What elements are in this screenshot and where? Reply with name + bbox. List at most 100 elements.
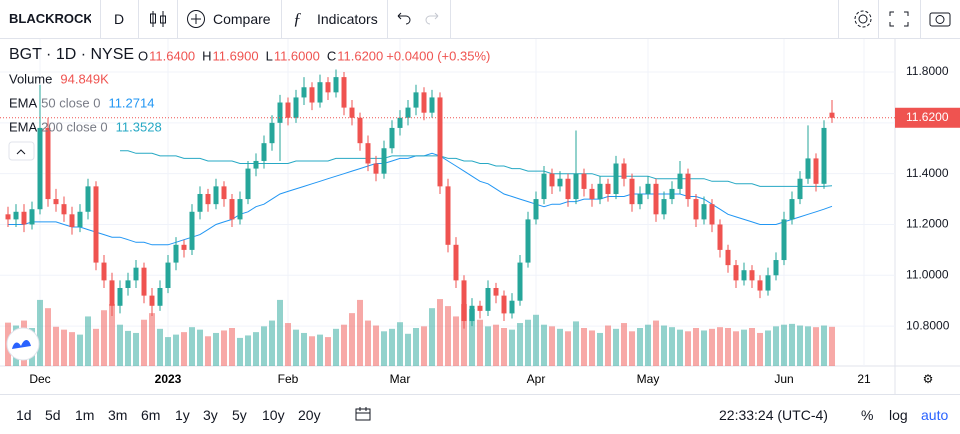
legend-value: 11.6200: [337, 48, 383, 63]
range-button[interactable]: 3m: [108, 407, 128, 423]
volume-bar: [477, 319, 483, 366]
candle-body: [637, 193, 643, 205]
ema-name: EMA: [9, 119, 38, 134]
x-tick-label: May: [637, 372, 660, 386]
candle-body: [693, 199, 699, 220]
volume-bar: [805, 326, 811, 366]
range-button[interactable]: 20y: [298, 407, 321, 423]
volume-bar: [333, 328, 339, 366]
candle-icon[interactable]: [148, 9, 168, 29]
candle-body: [501, 295, 507, 314]
price-label-box: [895, 107, 960, 128]
legend-value: 11.6900: [213, 48, 259, 63]
volume-bar: [317, 334, 323, 366]
volume-bar: [661, 325, 667, 366]
ema-name: EMA: [9, 95, 38, 110]
indicators[interactable]: Indicators: [317, 11, 378, 27]
volume-bar: [117, 324, 123, 366]
candle-body: [461, 280, 467, 322]
volume-bar: [325, 337, 331, 366]
range-button[interactable]: 1d: [16, 407, 32, 423]
volume-bar: [277, 299, 283, 366]
candle-body: [821, 127, 827, 184]
scale-option[interactable]: auto: [921, 407, 949, 423]
volume-bar: [125, 330, 131, 366]
x-tick-label: Dec: [29, 372, 50, 386]
candle-body: [717, 224, 723, 250]
volume-bar: [605, 325, 611, 366]
volume-bar: [469, 309, 475, 366]
candle-body: [645, 183, 651, 194]
range-button[interactable]: 5y: [232, 407, 247, 423]
range-button[interactable]: 6m: [141, 407, 161, 423]
volume-bar: [525, 319, 531, 366]
candle-body: [45, 127, 51, 200]
candle-body: [493, 287, 499, 296]
volume-bar: [389, 328, 395, 366]
range-button[interactable]: 3y: [203, 407, 218, 423]
interval[interactable]: D: [114, 11, 125, 27]
volume-bar: [53, 326, 59, 366]
range-button[interactable]: 10y: [262, 407, 285, 423]
symbol[interactable]: BLACKROCK: [9, 11, 91, 26]
candle-body: [341, 77, 347, 108]
range-button[interactable]: 1y: [175, 407, 190, 423]
right-icons[interactable]: [850, 8, 960, 30]
undo-redo[interactable]: [394, 9, 454, 29]
volume-bar: [149, 313, 155, 366]
scale-option[interactable]: %: [861, 407, 874, 423]
volume-bar: [749, 328, 755, 366]
legend-value: 11.6000: [274, 48, 320, 63]
candle-body: [197, 193, 203, 212]
range-button[interactable]: 5d: [45, 407, 61, 423]
volume-bar: [485, 326, 491, 366]
y-tick-label: 11.0000: [906, 267, 949, 281]
scale-option[interactable]: log: [889, 407, 908, 423]
volume-bar: [141, 319, 147, 366]
volume-bar: [517, 323, 523, 366]
volume-bar: [245, 335, 251, 366]
volume-bar: [85, 316, 91, 366]
volume-bar: [597, 332, 603, 366]
volume-bar: [733, 331, 739, 366]
candle-body: [541, 173, 547, 200]
candle-body: [101, 262, 107, 281]
candle-body: [221, 186, 227, 200]
volume-bar: [773, 326, 779, 366]
volume-bar: [101, 310, 107, 366]
candle-body: [749, 270, 755, 281]
x-tick-label: 2023: [155, 372, 182, 386]
candle-body: [117, 287, 123, 306]
volume-bar: [397, 322, 403, 366]
volume-bar: [437, 299, 443, 366]
candle-body: [325, 82, 331, 93]
candle-body: [629, 178, 635, 205]
volume-bar: [653, 320, 659, 366]
candle-body: [485, 287, 491, 311]
volume-bar: [509, 329, 515, 366]
compare-icon[interactable]: [186, 9, 206, 29]
volume-bar: [445, 306, 451, 366]
candle-body: [229, 199, 235, 220]
compare[interactable]: Compare: [213, 11, 271, 27]
volume-bar: [493, 324, 499, 366]
calendar-icon[interactable]: [354, 406, 372, 422]
volume-bar: [293, 329, 299, 366]
x-tick-label: 21: [857, 372, 871, 386]
candle-body: [741, 270, 747, 281]
fx-icon[interactable]: ƒ: [293, 9, 302, 28]
y-tick-label: 11.4000: [906, 166, 949, 180]
range-button[interactable]: 1m: [75, 407, 95, 423]
candle-body: [677, 173, 683, 189]
volume-bar: [813, 327, 819, 366]
candle-body: [445, 186, 451, 245]
x-tick-label: Feb: [278, 372, 299, 386]
candle-body: [669, 188, 675, 200]
volume-bar: [253, 332, 259, 366]
legend-key: O: [138, 48, 148, 63]
volume-bar: [677, 329, 683, 366]
candle-body: [293, 97, 299, 118]
candle-body: [261, 143, 267, 161]
volume-bar: [709, 328, 715, 366]
